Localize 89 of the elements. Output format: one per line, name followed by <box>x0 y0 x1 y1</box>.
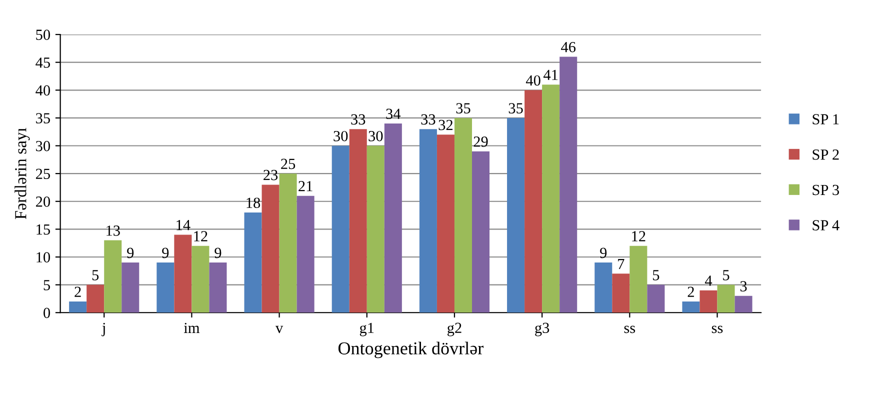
x-tick-label: im <box>184 322 200 333</box>
bar <box>507 118 525 313</box>
bar <box>436 134 454 313</box>
data-label: 14 <box>176 220 190 230</box>
bar <box>86 284 104 313</box>
data-label: 41 <box>543 70 558 80</box>
data-label: 33 <box>421 114 436 125</box>
x-tick-label: g2 <box>447 322 462 336</box>
data-label: 7 <box>618 259 624 270</box>
legend-label: SP 3 <box>812 184 840 196</box>
bar <box>349 129 367 313</box>
bar <box>647 284 665 313</box>
x-tick-label: v <box>275 326 284 334</box>
y-axis-title: Fərdlərin sayı <box>14 128 30 220</box>
bar <box>717 284 735 313</box>
data-label: 18 <box>246 198 260 208</box>
x-tick-label: j <box>102 322 105 336</box>
data-label: 35 <box>456 103 470 114</box>
y-tick-label: 15 <box>36 224 50 235</box>
bar <box>560 56 578 313</box>
data-label: 21 <box>298 181 312 192</box>
bar <box>366 146 384 313</box>
legend-label: SP 2 <box>812 150 839 160</box>
bar <box>209 262 227 313</box>
y-tick-label: 20 <box>36 196 50 207</box>
y-tick-label: 25 <box>36 168 50 180</box>
data-label: 9 <box>600 248 607 258</box>
y-tick-label: 0 <box>44 308 50 318</box>
data-label: 23 <box>264 170 278 180</box>
data-label: 40 <box>526 75 540 86</box>
x-tick-label: g1 <box>360 322 374 336</box>
data-label: 12 <box>194 231 208 242</box>
bar <box>244 212 262 313</box>
bar <box>454 118 472 313</box>
data-label: 5 <box>653 270 660 280</box>
bar <box>104 240 122 313</box>
data-label: 34 <box>386 108 401 120</box>
legend-label: SP 1 <box>812 114 839 124</box>
x-axis-title: Ontogenetik dövrlər <box>338 342 484 358</box>
y-tick-label: 5 <box>44 280 50 290</box>
bar <box>156 262 174 313</box>
y-tick-label: 35 <box>36 113 50 124</box>
y-tick-label: 50 <box>36 30 50 40</box>
data-label: 32 <box>438 120 453 130</box>
data-label: 30 <box>334 130 348 142</box>
y-tick-label: 45 <box>36 58 50 68</box>
data-label: 2 <box>74 286 81 297</box>
bar <box>296 196 314 313</box>
data-label: 13 <box>106 226 120 236</box>
y-tick-label: 30 <box>36 140 50 152</box>
bar <box>192 246 210 313</box>
data-label: 2 <box>688 286 694 297</box>
bar <box>472 151 490 313</box>
data-label: 9 <box>127 248 134 258</box>
data-label: 30 <box>368 130 383 142</box>
bar <box>332 146 350 313</box>
data-label: 33 <box>351 114 366 125</box>
data-label: 46 <box>561 42 576 52</box>
bar <box>524 90 542 313</box>
bar <box>384 124 402 313</box>
data-label: 5 <box>723 270 730 280</box>
bar <box>700 290 718 313</box>
bar <box>630 246 648 313</box>
data-label: 9 <box>214 248 222 258</box>
y-tick-label: 10 <box>36 252 50 262</box>
legend-label: SP 4 <box>812 220 840 230</box>
bar <box>262 184 280 313</box>
y-tick-label: 40 <box>36 85 50 96</box>
bar <box>594 262 612 313</box>
data-label: 4 <box>704 276 712 286</box>
bar <box>612 274 630 313</box>
bar <box>419 129 437 313</box>
data-label: 25 <box>281 158 296 170</box>
bar <box>734 296 752 313</box>
x-tick-label: ss <box>712 326 723 334</box>
bar <box>682 301 700 313</box>
data-label: 9 <box>162 248 169 258</box>
x-tick-label: g3 <box>535 322 550 336</box>
bar <box>174 234 192 313</box>
data-label: 5 <box>92 270 99 280</box>
bar <box>69 301 87 313</box>
bar <box>279 174 297 313</box>
bar <box>122 262 140 313</box>
bar <box>542 84 560 313</box>
data-label: 29 <box>474 136 488 147</box>
x-tick-label: ss <box>624 326 636 334</box>
data-label: 35 <box>508 103 523 114</box>
data-label: 12 <box>632 231 646 242</box>
data-label: 3 <box>740 281 747 292</box>
